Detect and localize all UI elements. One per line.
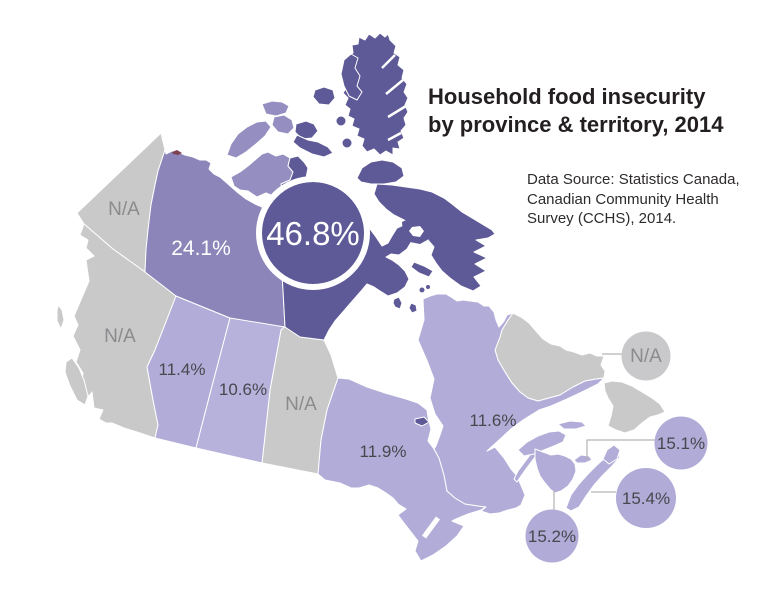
svg-text:11.6%: 11.6% <box>470 411 517 430</box>
svg-text:24.1%: 24.1% <box>171 237 231 260</box>
svg-text:Household food insecurity: Household food insecurity <box>428 84 706 109</box>
svg-text:15.4%: 15.4% <box>622 489 670 508</box>
svg-text:15.2%: 15.2% <box>528 527 576 546</box>
svg-text:Survey (CCHS), 2014.: Survey (CCHS), 2014. <box>527 210 676 227</box>
svg-text:N/A: N/A <box>285 394 317 415</box>
svg-text:N/A: N/A <box>108 199 140 220</box>
svg-text:Data Source: Statistics Canada: Data Source: Statistics Canada, <box>527 171 740 188</box>
svg-text:N/A: N/A <box>104 326 136 347</box>
svg-text:10.6%: 10.6% <box>219 380 267 399</box>
svg-text:Canadian Community Health: Canadian Community Health <box>527 191 719 208</box>
svg-text:N/A: N/A <box>630 346 662 367</box>
svg-text:by province & territory, 2014: by province & territory, 2014 <box>428 112 724 137</box>
svg-text:46.8%: 46.8% <box>266 215 360 252</box>
svg-text:11.9%: 11.9% <box>360 442 407 461</box>
svg-text:11.4%: 11.4% <box>159 360 206 379</box>
svg-text:15.1%: 15.1% <box>657 434 705 453</box>
